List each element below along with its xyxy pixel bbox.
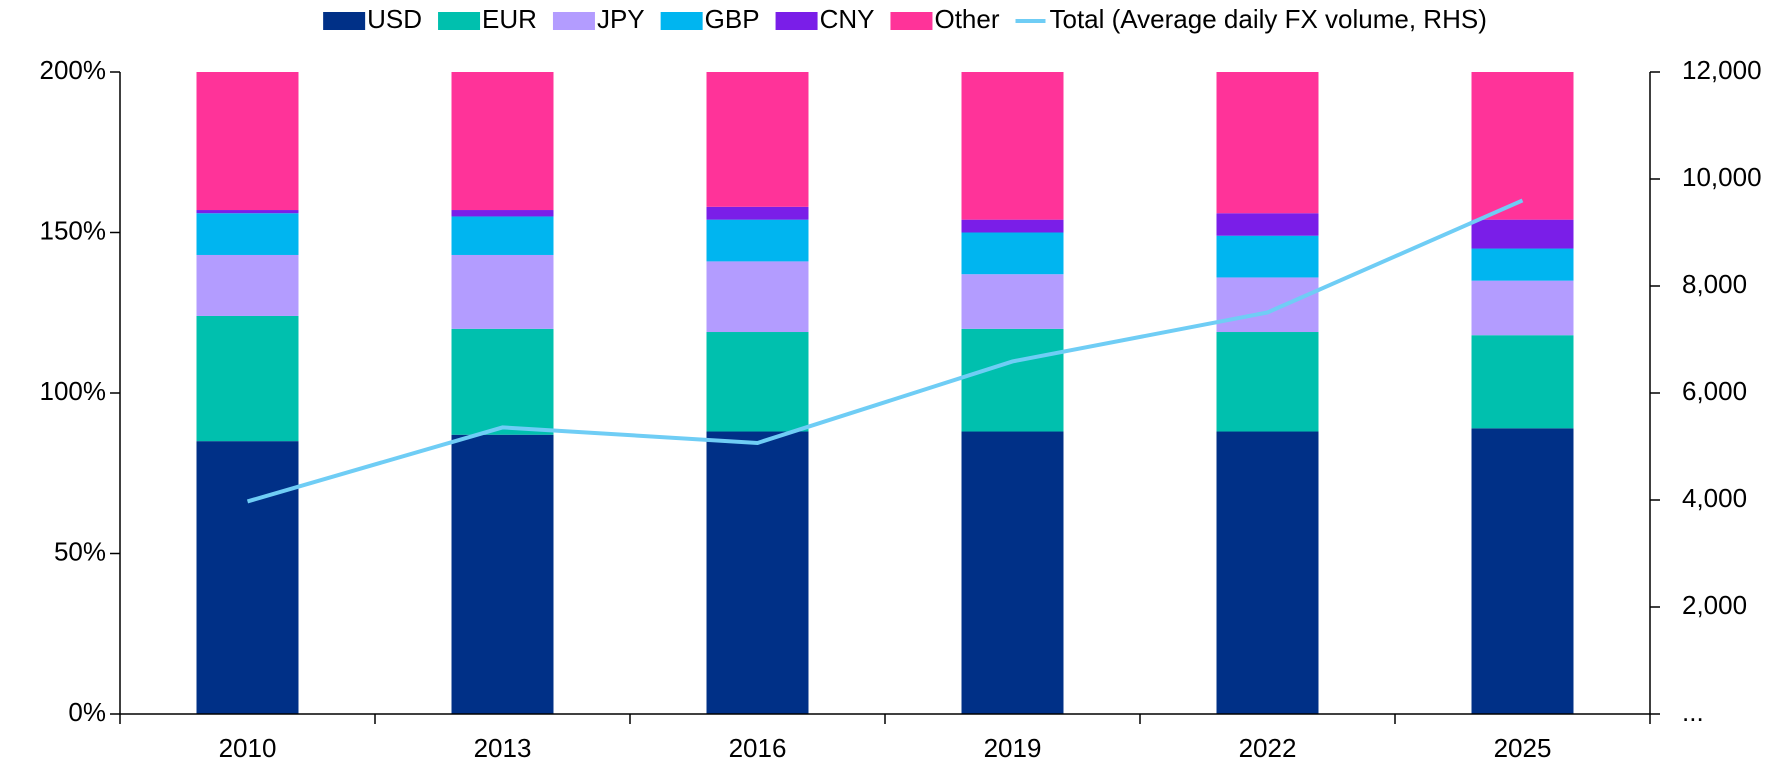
bar-segment [706,332,809,432]
bar-segment [451,72,554,211]
bar-segment [196,213,299,255]
legend-swatch [660,12,703,30]
legend-label: EUR [482,4,537,34]
bar-segment [961,328,1064,432]
bar-segment [706,206,809,220]
x-tick-label: 2013 [474,733,532,761]
x-tick-label: 2010 [219,733,277,761]
bar-segment [196,441,299,714]
bar-segment [1216,72,1319,214]
bar-segment [451,434,554,714]
y2-tick-label: 4,000 [1682,483,1747,513]
bar-segment [706,219,809,262]
bar-segment [1216,431,1319,714]
bar-segment [1471,428,1574,714]
bar-segment [1471,335,1574,429]
y2-tick-label: 2,000 [1682,590,1747,620]
x-tick-label: 2016 [729,733,787,761]
y2-tick-label: 10,000 [1682,162,1762,192]
bar-segment [706,261,809,333]
bar-segment [1216,235,1319,278]
legend-label: GBP [705,4,760,34]
legend-swatch [323,12,366,30]
bar-segment [196,72,299,211]
bar-segment [196,210,299,214]
bar-segment [1471,219,1574,249]
legend-label: Other [934,4,999,34]
bar-segment [451,210,554,217]
bar-segment [961,431,1064,714]
bar-segment [961,219,1064,233]
legend-swatch [438,12,481,30]
x-tick-label: 2025 [1494,733,1552,761]
bar-segment [451,328,554,435]
bar-segment [196,254,299,316]
y2-tick-label: 12,000 [1682,55,1762,85]
legend-swatch [552,12,595,30]
bar-segment [706,72,809,207]
y2-tick-label: 6,000 [1682,376,1747,406]
bar-segment [961,232,1064,275]
x-tick-label: 2022 [1239,733,1297,761]
total-line [246,198,1524,504]
bar-segment [196,315,299,442]
y-tick-label: 150% [40,215,107,245]
x-tick-label: 2019 [984,733,1042,761]
bar-segment [1216,277,1319,333]
bar-segment [1471,280,1574,336]
legend-label: USD [367,4,422,34]
legend: USD EUR JPY GBP CNY Other Total (Average daily… [323,4,1487,34]
legend-label: Total (Average daily FX volume, RHS) [1050,4,1487,34]
y2-tick-label: 8,000 [1682,269,1747,299]
bar-segment [1471,248,1574,281]
bar-segment [961,274,1064,329]
bar-segment [706,431,809,714]
legend-swatch [775,12,818,30]
legend-label: CNY [820,4,875,34]
bar-segment [1216,332,1319,432]
y-tick-label: 200% [40,55,107,85]
bar-segment [451,216,554,255]
y-tick-label: 100% [40,376,107,406]
bar-segment [451,254,554,329]
legend-swatch [890,12,933,30]
bar-segment [1471,72,1574,220]
y-tick-label: 50% [54,536,106,566]
y-tick-label: 0% [68,697,106,727]
legend-label: JPY [597,4,645,34]
y2-tick-label: ... [1682,697,1704,727]
bar-segment [961,72,1064,220]
bar-segment [1216,213,1319,236]
